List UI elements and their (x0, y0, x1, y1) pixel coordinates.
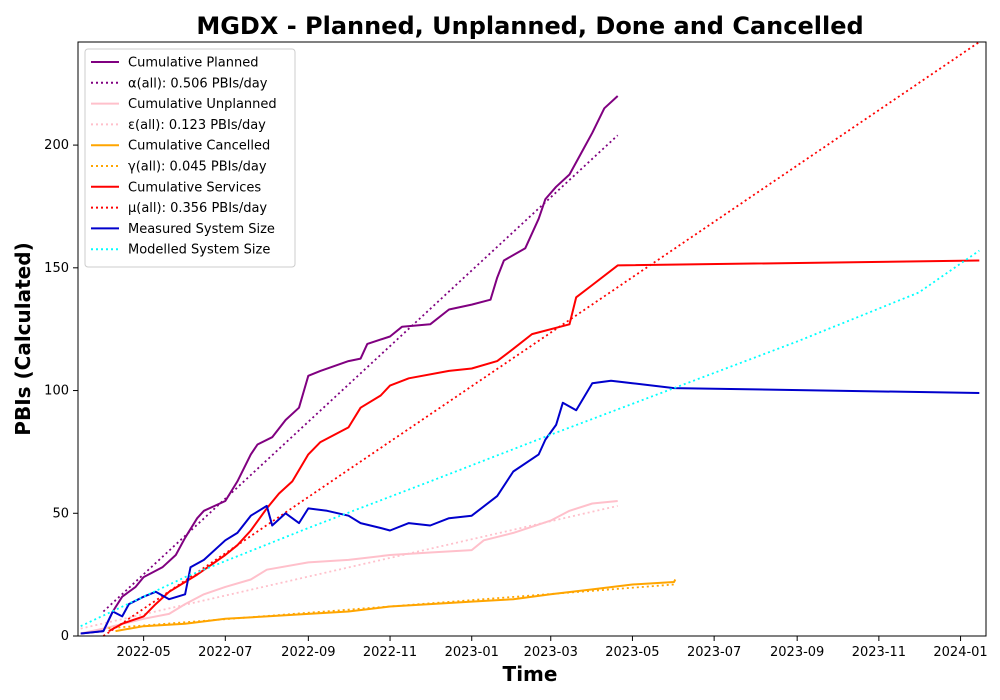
series-line-3 (80, 505, 618, 630)
series-line-0 (80, 95, 619, 635)
y-tick-label-3: 150 (44, 261, 69, 276)
series-line-1 (102, 134, 619, 613)
legend-label-2: Cumulative Unplanned (128, 97, 277, 112)
x-tick-label-1: 2022-07 (198, 645, 252, 660)
legend-label-9: Modelled System Size (128, 243, 270, 258)
y-tick-label-4: 200 (44, 138, 69, 153)
legend: Cumulative Planned α(all): 0.506 PBIs/day… (84, 48, 296, 268)
x-tick-label-4: 2023-01 (445, 645, 499, 660)
series-line-5 (103, 583, 675, 630)
legend-label-6: Cumulative Services (128, 180, 261, 195)
legend-label-1: α(all): 0.506 PBIs/day (128, 76, 268, 91)
chart-title: MGDX - Planned, Unplanned, Done and Canc… (196, 12, 863, 40)
x-tick-label-10: 2024-01 (933, 645, 987, 660)
y-tick-label-1: 50 (52, 506, 69, 521)
legend-label-7: μ(all): 0.356 PBIs/day (128, 201, 267, 216)
y-axis-label: PBIs (Calculated) (11, 242, 35, 435)
axes-layer: 0 50 100 150 200 2022-05 2022-07 2022-09 2022-11… (44, 41, 988, 660)
series-layer (80, 41, 980, 637)
y-tick-label-0: 0 (61, 629, 69, 644)
legend-label-0: Cumulative Planned (128, 56, 258, 71)
x-axis-label: Time (503, 662, 558, 686)
x-tick-label-7: 2023-07 (687, 645, 741, 660)
x-tick-label-3: 2022-11 (363, 645, 417, 660)
series-line-7 (102, 41, 980, 637)
legend-label-4: Cumulative Cancelled (128, 139, 270, 154)
x-tick-label-0: 2022-05 (116, 645, 170, 660)
x-tick-label-5: 2023-03 (524, 645, 578, 660)
legend-box (84, 48, 296, 268)
y-tick-label-2: 100 (44, 384, 69, 399)
x-tick-label-9: 2023-11 (852, 645, 906, 660)
series-line-6 (108, 259, 980, 632)
legend-label-5: γ(all): 0.045 PBIs/day (128, 160, 267, 175)
plot-frame (77, 41, 987, 637)
series-line-4 (115, 579, 677, 633)
legend-label-3: ε(all): 0.123 PBIs/day (128, 118, 266, 133)
x-tick-label-2: 2022-09 (281, 645, 335, 660)
series-line-8 (80, 379, 980, 635)
legend-label-8: Measured System Size (128, 222, 275, 237)
x-tick-label-6: 2023-05 (605, 645, 659, 660)
x-tick-label-8: 2023-09 (770, 645, 824, 660)
